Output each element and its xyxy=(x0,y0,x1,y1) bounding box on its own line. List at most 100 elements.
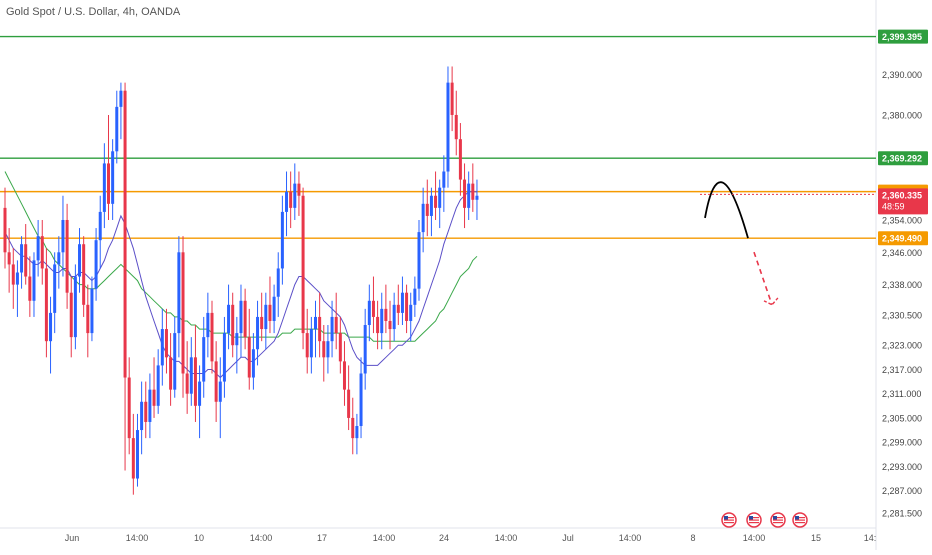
level-price-label: 2,369.292 xyxy=(882,154,922,164)
candle-body xyxy=(243,300,247,338)
price-tick-label: 2,354.000 xyxy=(882,215,922,225)
candle-body xyxy=(94,240,98,289)
candle-body xyxy=(44,268,48,342)
candle-body xyxy=(40,236,44,269)
candle-body xyxy=(264,304,268,330)
candle-body xyxy=(181,252,185,374)
candle-body xyxy=(272,296,276,321)
price-tick-label: 2,338.000 xyxy=(882,280,922,290)
candle-body xyxy=(148,389,152,422)
time-tick-label: 14:00 xyxy=(619,533,642,543)
candle-body xyxy=(131,438,135,479)
candle-body xyxy=(53,264,57,313)
level-price-tag xyxy=(878,231,928,246)
candle-body xyxy=(268,304,272,321)
candle-body xyxy=(301,195,305,334)
candle-body xyxy=(28,276,32,301)
candle-body xyxy=(247,337,251,378)
candle-body xyxy=(102,163,106,212)
candle-body xyxy=(351,417,355,439)
candle-body xyxy=(49,312,53,342)
candle-body xyxy=(185,373,189,394)
candle-body xyxy=(160,329,164,366)
candle-body xyxy=(115,106,119,152)
candle-body xyxy=(276,268,280,297)
candle-body xyxy=(342,361,346,390)
candle-body xyxy=(164,329,168,358)
candle-body xyxy=(463,179,467,208)
candle-body xyxy=(202,337,206,382)
time-tick-label: 8 xyxy=(690,533,695,543)
candle-body xyxy=(318,316,322,342)
candle-body xyxy=(417,232,421,289)
time-tick-label: Jun xyxy=(65,533,80,543)
candle-body xyxy=(24,244,28,277)
candle-body xyxy=(214,361,218,402)
candle-body xyxy=(355,426,359,439)
candle-body xyxy=(135,430,139,479)
candle-body xyxy=(227,304,231,334)
projection-arrowhead xyxy=(763,297,779,306)
candle-body xyxy=(218,381,222,402)
candle-body xyxy=(454,114,458,140)
time-tick-label: 24 xyxy=(439,533,449,543)
candle-body xyxy=(434,195,438,208)
candle-body xyxy=(189,357,193,394)
candle-body xyxy=(20,244,24,273)
candle-body xyxy=(173,333,177,390)
candle-body xyxy=(260,316,264,330)
candle-body xyxy=(409,304,413,321)
candle-body xyxy=(206,312,210,338)
candle-body xyxy=(210,312,214,362)
candle-body xyxy=(127,377,131,439)
candle-body xyxy=(326,341,330,358)
candle-body xyxy=(231,304,235,346)
us-flag-icon[interactable] xyxy=(770,512,786,528)
candle-body xyxy=(152,389,156,406)
us-flag-icon[interactable] xyxy=(792,512,808,528)
candle-body xyxy=(471,183,475,200)
candle-body xyxy=(69,292,73,338)
level-price-label: 2,349.490 xyxy=(882,234,922,244)
candle-body xyxy=(65,219,69,293)
price-tick-label: 2,311.000 xyxy=(882,389,921,399)
countdown-label: 48:59 xyxy=(882,201,905,211)
time-tick-label: 14:00 xyxy=(126,533,149,543)
candle-body xyxy=(322,341,326,358)
candle-body xyxy=(363,325,367,374)
plot-area xyxy=(0,0,876,550)
candle-body xyxy=(285,191,289,212)
candle-body xyxy=(123,90,127,378)
candle-body xyxy=(107,163,110,204)
price-tick-label: 2,390.000 xyxy=(882,70,922,80)
candle-body xyxy=(239,300,243,334)
candle-body xyxy=(446,82,450,172)
price-tick-label: 2,281.500 xyxy=(882,508,922,518)
price-tick-label: 2,380.000 xyxy=(882,110,922,120)
level-price-tag xyxy=(878,151,928,166)
candle-body xyxy=(7,252,11,265)
last-price-label: 2,360.335 xyxy=(882,190,922,200)
candle-body xyxy=(144,401,148,422)
price-tick-label: 2,323.000 xyxy=(882,341,922,351)
price-tick-label: 2,293.000 xyxy=(882,462,922,472)
candle-body xyxy=(111,151,115,204)
candle-body xyxy=(367,300,371,326)
candle-body xyxy=(405,292,409,321)
candle-body xyxy=(334,316,338,334)
candle-body xyxy=(396,304,400,313)
candle-body xyxy=(86,304,90,334)
price-tick-label: 2,330.500 xyxy=(882,310,922,320)
candle-body xyxy=(280,211,284,269)
candle-body xyxy=(384,308,388,321)
candle-body xyxy=(376,316,380,334)
candle-body xyxy=(421,203,425,233)
us-flag-icon[interactable] xyxy=(746,512,762,528)
time-tick-label: Jul xyxy=(562,533,574,543)
candle-body xyxy=(193,357,197,406)
candle-body xyxy=(458,139,462,180)
us-flag-icon[interactable] xyxy=(721,512,737,528)
candle-body xyxy=(442,171,446,188)
